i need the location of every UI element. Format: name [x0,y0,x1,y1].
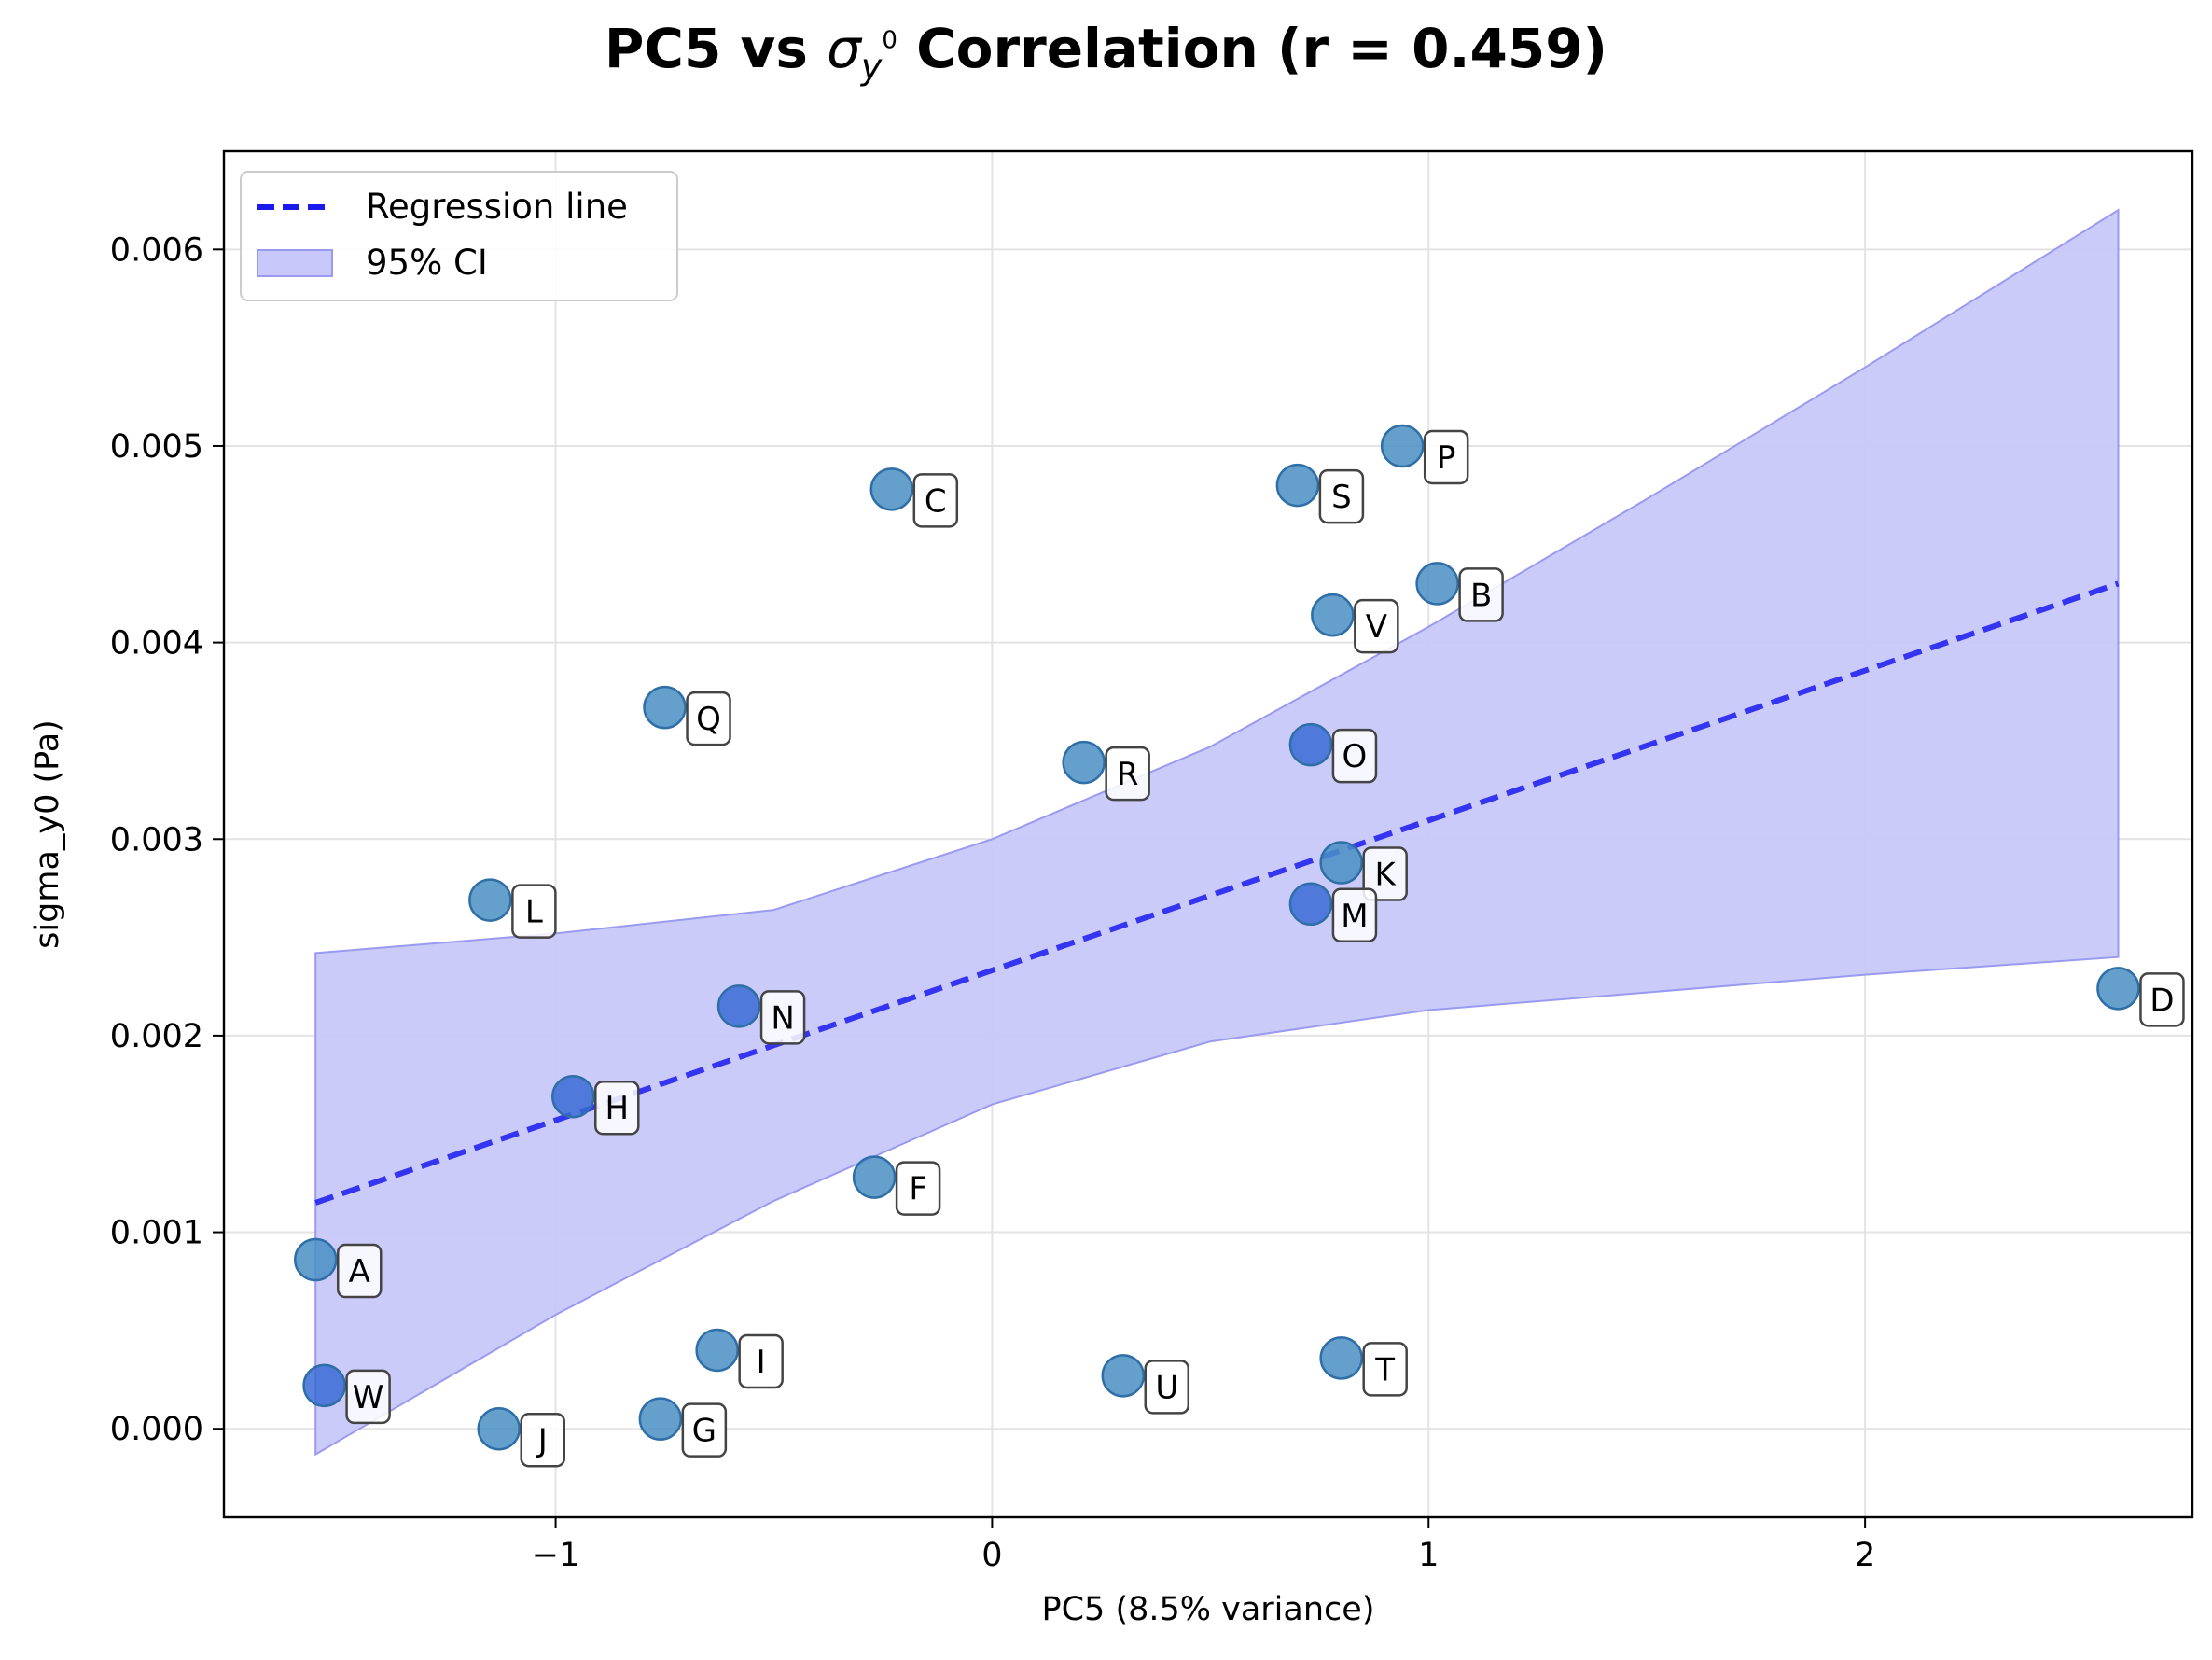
point-label-g: G [692,1413,716,1450]
x-tick-label: 1 [1418,1537,1439,1574]
data-points [293,424,2140,1451]
data-point-o [1288,722,1333,767]
point-label-box-k [1362,846,1408,901]
point-label-box-l [511,884,557,939]
point-label-b: B [1470,577,1492,614]
point-label-box-t [1362,1342,1408,1397]
y-tick-label: 0.006 [110,231,203,269]
data-point-f [852,1155,897,1199]
data-point-g [638,1397,683,1441]
point-label-d: D [2149,982,2174,1019]
data-point-p [1380,424,1425,468]
data-point-r [1062,740,1106,785]
point-label-u: U [1155,1369,1178,1406]
point-label-box-s [1318,468,1365,524]
point-label-j: J [536,1422,548,1459]
point-label-h: H [605,1090,629,1127]
point-label-s: S [1331,479,1352,516]
data-point-j [477,1406,521,1451]
point-label-box-j [520,1412,565,1468]
data-point-s [1275,463,1320,508]
point-label-o: O [1343,738,1368,775]
legend-regression-label: Regression line [366,187,628,227]
point-label-box-p [1423,429,1469,485]
data-point-a [293,1237,338,1282]
point-label-box-h [594,1080,640,1136]
title-suffix: Correlation (r = 0.459) [897,17,1608,80]
plot-frame [222,149,2194,1519]
point-label-m: M [1341,898,1368,935]
data-point-h [551,1074,595,1119]
x-tick-label: 2 [1855,1537,1875,1574]
y-tick-label: 0.000 [110,1411,203,1448]
x-axis-label: PC5 (8.5% variance) [1042,1591,1375,1628]
point-label-q: Q [696,701,721,738]
data-point-m [1288,882,1333,927]
y-tick-label: 0.003 [110,821,203,858]
point-label-box-q [686,691,731,746]
point-label-t: T [1374,1351,1395,1388]
point-label-box-f [895,1161,941,1216]
axis-ticks: −1 0 1 2 0.000 0.001 0.002 0.003 0.004 0.005 0.006 [110,231,1875,1574]
y-tick-label: 0.005 [110,428,203,466]
point-label-box-o [1331,728,1378,784]
title-symbol: σ [827,17,861,80]
y-axis-label: sigma_y0 (Pa) [29,719,66,949]
data-point-i [695,1328,739,1373]
point-label-box-g [681,1402,728,1458]
point-label-box-r [1105,746,1150,802]
data-point-u [1101,1354,1146,1398]
point-label-box-v [1354,598,1399,654]
data-point-t [1319,1336,1363,1380]
x-tick-label: 0 [981,1537,1002,1574]
legend-ci-swatch [257,249,333,277]
confidence-band [314,208,2120,1457]
point-label-a: A [349,1253,370,1290]
title-prefix: PC5 vs [604,17,828,80]
legend-ci-label: 95% CI [366,243,488,283]
confidence-band-layer [314,208,2120,1457]
legend-box [240,171,678,301]
data-point-w [302,1363,346,1408]
point-label-v: V [1366,608,1387,646]
point-label-w: W [353,1379,384,1416]
point-label-r: R [1117,756,1139,793]
data-point-k [1319,841,1363,885]
point-label-k: K [1375,857,1398,894]
data-point-b [1415,562,1459,606]
data-point-n [716,984,761,1028]
point-label-box-c [912,473,959,528]
data-point-c [869,467,914,511]
y-tick-label: 0.004 [110,625,203,663]
point-label-box-w [345,1369,391,1425]
point-label-p: P [1437,439,1456,477]
point-label-n: N [771,999,794,1037]
data-point-l [468,878,512,922]
title-subscript: y [860,46,883,88]
title-superscript: 0 [882,26,897,55]
point-label-l: L [525,894,543,931]
point-label-box-i [738,1333,784,1389]
data-point-d [2096,967,2140,1011]
point-labels: A B C D F G H I J K L M N O P Q R S T U V W [336,429,2185,1468]
point-label-box-d [2139,972,2185,1027]
point-label-c: C [925,482,947,520]
data-point-v [1311,593,1355,637]
point-label-box-a [336,1243,383,1299]
x-tick-label: −1 [532,1537,580,1574]
point-label-box-n [759,990,806,1045]
y-tick-label: 0.001 [110,1215,203,1252]
legend: Regression line 95% CI [240,171,678,301]
point-label-box-u [1144,1360,1190,1415]
point-label-box-b [1458,567,1504,622]
data-point-q [643,685,687,730]
y-tick-label: 0.002 [110,1018,203,1055]
point-label-box-m [1331,887,1378,943]
point-label-i: I [757,1344,766,1381]
chart-title: PC5 vs σy0 Correlation (r = 0.459) [0,17,2212,88]
point-label-f: F [909,1171,927,1208]
